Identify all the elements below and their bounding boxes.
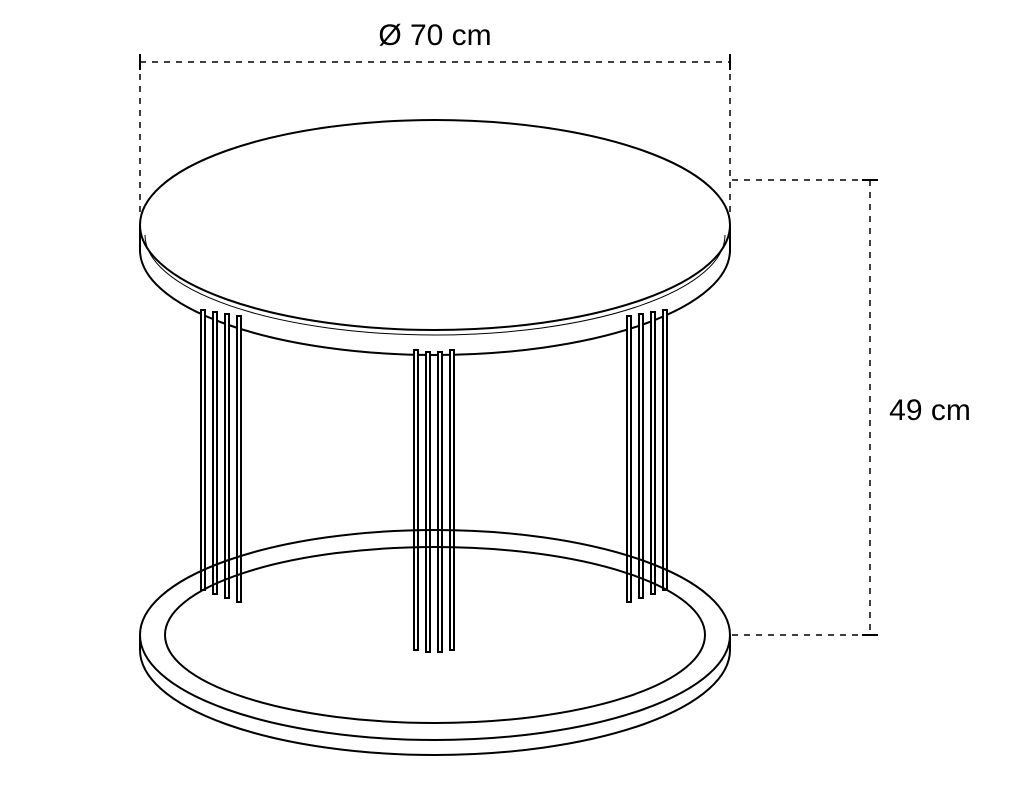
- diameter-label: Ø 70 cm: [378, 19, 491, 52]
- leg-group-center: [414, 350, 454, 652]
- table-dimension-diagram: Ø 70 cm 49 cm: [0, 0, 1020, 809]
- table-legs: [201, 310, 667, 652]
- height-label: 49 cm: [889, 394, 971, 427]
- dimension-height: 49 cm: [732, 180, 971, 635]
